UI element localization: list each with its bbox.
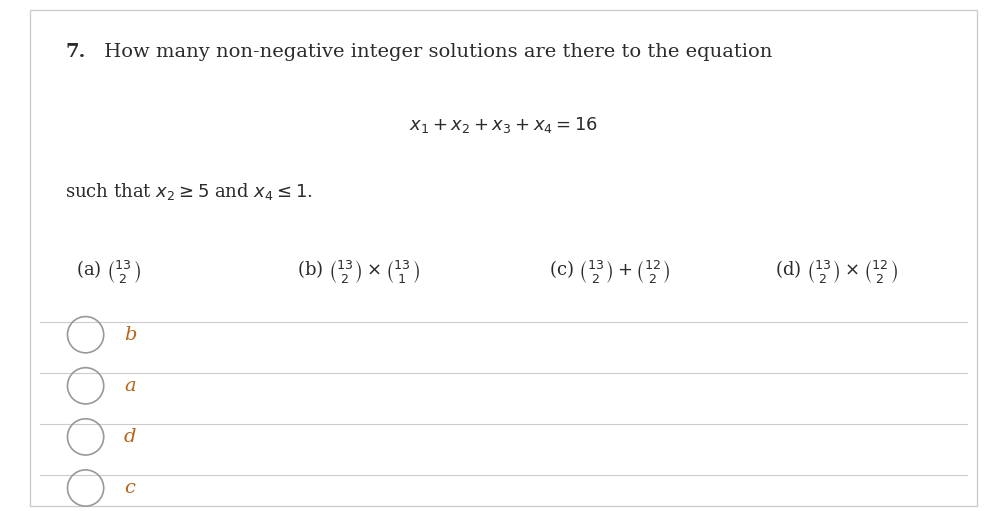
Text: b: b: [124, 326, 136, 344]
Text: a: a: [124, 377, 136, 395]
Text: d: d: [124, 428, 136, 446]
Text: 7.: 7.: [65, 43, 86, 61]
Text: How many non-negative integer solutions are there to the equation: How many non-negative integer solutions …: [98, 43, 772, 61]
Text: such that $x_2 \geq 5$ and $x_4 \leq 1$.: such that $x_2 \geq 5$ and $x_4 \leq 1$.: [65, 181, 313, 202]
Text: c: c: [124, 479, 135, 497]
Text: $x_1 + x_2 + x_3 + x_4 = 16$: $x_1 + x_2 + x_3 + x_4 = 16$: [409, 115, 598, 135]
FancyBboxPatch shape: [30, 10, 977, 506]
Text: (d) $\binom{13}{2} \times \binom{12}{2}$: (d) $\binom{13}{2} \times \binom{12}{2}$: [775, 258, 898, 285]
Text: (b) $\binom{13}{2} \times \binom{13}{1}$: (b) $\binom{13}{2} \times \binom{13}{1}$: [297, 258, 420, 285]
Text: (c) $\binom{13}{2} + \binom{12}{2}$: (c) $\binom{13}{2} + \binom{12}{2}$: [549, 258, 671, 285]
Text: (a) $\binom{13}{2}$: (a) $\binom{13}{2}$: [76, 258, 141, 285]
